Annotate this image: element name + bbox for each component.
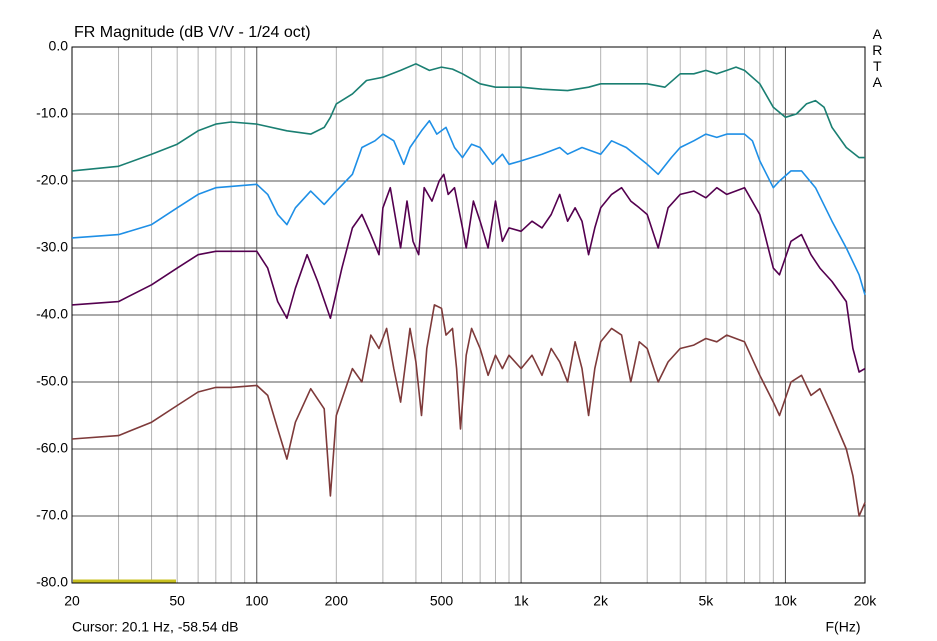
x-tick-label: 2k	[593, 593, 609, 609]
cursor-readout: Cursor: 20.1 Hz, -58.54 dB	[72, 619, 239, 635]
y-tick-label: 0.0	[49, 38, 69, 54]
y-tick-label: -20.0	[36, 172, 68, 188]
y-tick-label: -30.0	[36, 239, 68, 255]
y-tick-label: -80.0	[36, 574, 68, 590]
watermark-text: ARTA	[869, 26, 885, 90]
x-tick-label: 50	[169, 593, 185, 609]
series-line	[71, 63, 865, 172]
x-tick-label: 500	[430, 593, 454, 609]
x-tick-label: 20	[64, 593, 80, 609]
y-tick-label: -50.0	[36, 373, 68, 389]
series-line	[71, 173, 866, 373]
y-tick-label: -40.0	[36, 306, 68, 322]
watermark: ARTA	[869, 26, 885, 90]
x-tick-label: 20k	[854, 593, 878, 609]
x-tick-label: 200	[325, 593, 349, 609]
x-tick-label: 10k	[774, 593, 798, 609]
chart-title: FR Magnitude (dB V/V - 1/24 oct)	[74, 24, 311, 41]
y-tick-label: -60.0	[36, 440, 68, 456]
x-tick-label: 1k	[514, 593, 530, 609]
series-line	[71, 119, 866, 296]
y-tick-label: -10.0	[36, 105, 68, 121]
plot-frame	[71, 46, 866, 584]
x-axis-label: F(Hz)	[826, 619, 861, 635]
y-tick-label: -70.0	[36, 507, 68, 523]
x-tick-label: 100	[245, 593, 269, 609]
x-tick-label: 5k	[698, 593, 714, 609]
series-line	[71, 304, 866, 517]
